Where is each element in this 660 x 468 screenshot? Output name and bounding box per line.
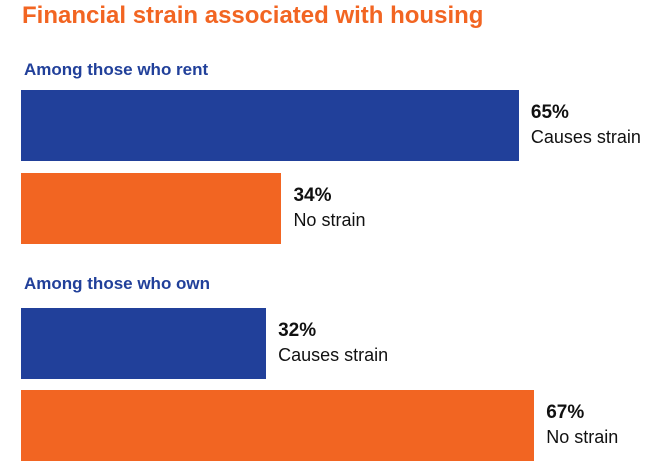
value-label: 32% [278, 320, 317, 341]
bar [21, 90, 519, 161]
bar [21, 390, 535, 461]
category-label: Causes strain [278, 345, 389, 365]
value-label: 34% [293, 185, 332, 206]
category-label: Causes strain [530, 127, 641, 147]
value-label: 65% [530, 102, 569, 123]
bar [21, 173, 282, 244]
group-label: Among those who own [24, 274, 211, 293]
value-label: 67% [546, 402, 585, 423]
category-label: No strain [293, 210, 366, 230]
chart-title: Financial strain associated with housing [22, 2, 484, 29]
bar [21, 308, 267, 379]
category-label: No strain [546, 427, 619, 447]
group-label: Among those who rent [24, 60, 209, 79]
